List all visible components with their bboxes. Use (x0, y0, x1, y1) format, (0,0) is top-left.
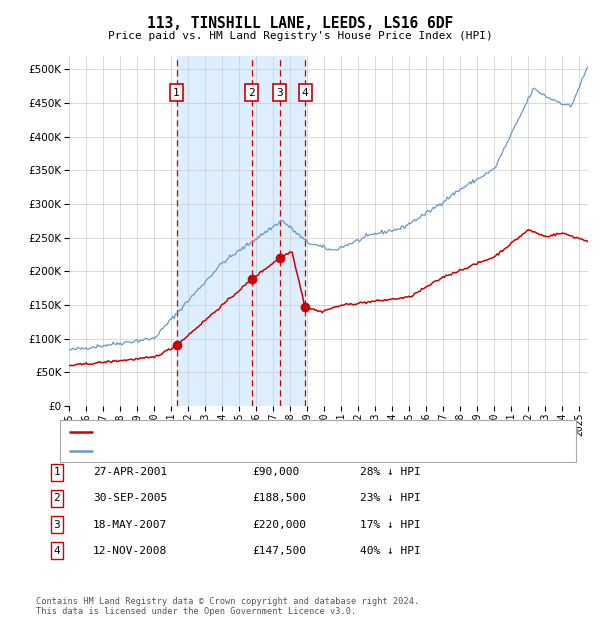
Text: 27-APR-2001: 27-APR-2001 (93, 467, 167, 477)
Text: This data is licensed under the Open Government Licence v3.0.: This data is licensed under the Open Gov… (36, 607, 356, 616)
Text: 23% ↓ HPI: 23% ↓ HPI (360, 494, 421, 503)
Text: 30-SEP-2005: 30-SEP-2005 (93, 494, 167, 503)
Text: HPI: Average price, detached house, Leeds: HPI: Average price, detached house, Leed… (97, 446, 353, 456)
Text: 12-NOV-2008: 12-NOV-2008 (93, 546, 167, 556)
Text: 18-MAY-2007: 18-MAY-2007 (93, 520, 167, 529)
Text: 113, TINSHILL LANE, LEEDS, LS16 6DF: 113, TINSHILL LANE, LEEDS, LS16 6DF (147, 16, 453, 30)
Text: £220,000: £220,000 (252, 520, 306, 529)
Text: £188,500: £188,500 (252, 494, 306, 503)
Text: 2: 2 (53, 494, 61, 503)
Text: 40% ↓ HPI: 40% ↓ HPI (360, 546, 421, 556)
Text: 1: 1 (53, 467, 61, 477)
Text: 113, TINSHILL LANE, LEEDS, LS16 6DF (detached house): 113, TINSHILL LANE, LEEDS, LS16 6DF (det… (97, 427, 422, 436)
Text: 4: 4 (53, 546, 61, 556)
Text: 3: 3 (276, 87, 283, 97)
Text: Contains HM Land Registry data © Crown copyright and database right 2024.: Contains HM Land Registry data © Crown c… (36, 597, 419, 606)
Bar (176, 56, 305, 406)
Text: Price paid vs. HM Land Registry's House Price Index (HPI): Price paid vs. HM Land Registry's House … (107, 31, 493, 41)
Text: 1: 1 (173, 87, 180, 97)
Text: 2: 2 (248, 87, 256, 97)
Text: £90,000: £90,000 (252, 467, 299, 477)
Text: 28% ↓ HPI: 28% ↓ HPI (360, 467, 421, 477)
Text: 3: 3 (53, 520, 61, 529)
Text: £147,500: £147,500 (252, 546, 306, 556)
Text: 4: 4 (302, 87, 308, 97)
Text: 17% ↓ HPI: 17% ↓ HPI (360, 520, 421, 529)
